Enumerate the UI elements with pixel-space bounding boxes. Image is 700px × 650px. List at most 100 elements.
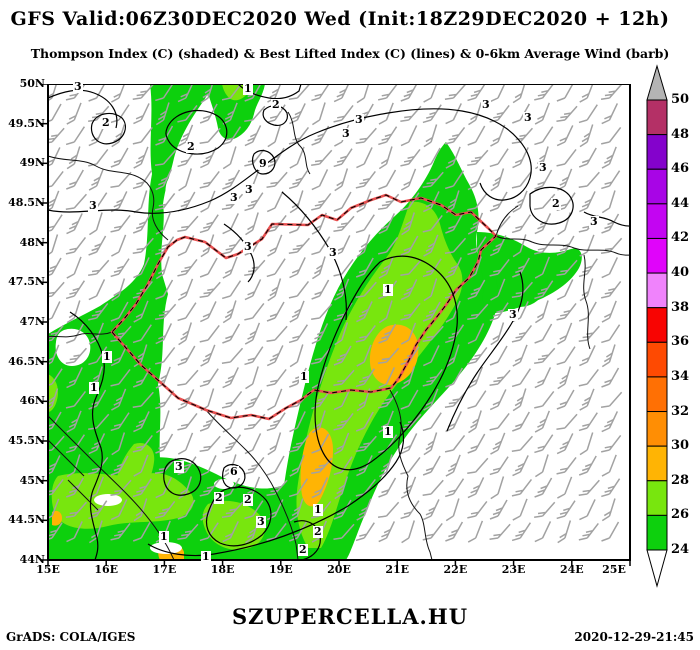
- wind-barb: [355, 522, 375, 542]
- wind-barb: [154, 192, 176, 211]
- wind-barb: [66, 367, 83, 389]
- wind-barb: [244, 456, 265, 475]
- wind-barb: [601, 190, 616, 214]
- contour-value-label: 3: [523, 111, 533, 124]
- wind-barb: [110, 499, 128, 521]
- wind-barb: [244, 433, 262, 455]
- contour-value-label: 2: [214, 491, 224, 504]
- wind-barb: [221, 390, 243, 409]
- wind-barb: [155, 366, 171, 389]
- wind-barb: [110, 301, 129, 322]
- wind-barb: [267, 278, 282, 302]
- wind-barb: [490, 322, 505, 346]
- wind-barb: [88, 413, 110, 431]
- wind-barb: [333, 345, 352, 366]
- wind-barb: [66, 454, 81, 478]
- wind-barb: [355, 127, 377, 145]
- contour-value-label: 3: [229, 191, 239, 204]
- wind-barb: [155, 433, 174, 454]
- wind-barb: [48, 324, 64, 343]
- wind-barb: [132, 170, 152, 190]
- contour-value-label: 3: [243, 240, 253, 253]
- wind-barb: [267, 388, 283, 411]
- wind-barb: [534, 501, 556, 519]
- contour-value-label: 1: [159, 530, 169, 543]
- wind-barb: [333, 104, 354, 123]
- wind-barb: [111, 432, 126, 456]
- wind-barb: [534, 193, 556, 211]
- wind-barb: [244, 346, 264, 366]
- wind-barb: [422, 455, 441, 476]
- wind-barb: [557, 322, 573, 345]
- wind-barb: [222, 256, 238, 279]
- wind-barb: [65, 434, 86, 454]
- wind-barb: [444, 324, 465, 344]
- wind-barb: [445, 344, 460, 368]
- wind-barb: [401, 212, 415, 236]
- wind-barb: [556, 148, 577, 167]
- wind-barb: [556, 125, 574, 147]
- wind-barb: [311, 256, 326, 280]
- wind-barb: [578, 412, 598, 432]
- wind-barb: [132, 434, 153, 453]
- wind-barb: [154, 303, 177, 321]
- wind-barb: [311, 303, 333, 321]
- wind-barb: [578, 522, 599, 541]
- wind-barb: [467, 323, 485, 345]
- wind-barb: [311, 102, 326, 126]
- wind-barb: [511, 368, 532, 388]
- wind-barb: [422, 479, 444, 497]
- contour-value-label: 2: [298, 543, 308, 556]
- wind-barb: [266, 147, 285, 168]
- wind-barb: [132, 521, 151, 542]
- wind-barb: [266, 455, 285, 476]
- lon-label: 20E: [327, 563, 351, 576]
- wind-barb: [556, 346, 576, 366]
- wind-barb: [400, 322, 417, 345]
- wind-barb: [601, 454, 617, 477]
- wind-barb: [133, 344, 148, 368]
- wind-barb: [557, 520, 572, 544]
- wind-barb: [266, 214, 287, 233]
- wind-barb: [66, 169, 84, 190]
- wind-barb: [177, 215, 199, 233]
- colorbar-bottom-arrow: [646, 549, 668, 588]
- wind-barb: [490, 432, 506, 455]
- wind-barb: [423, 234, 439, 257]
- wind-barb: [267, 432, 282, 456]
- wind-barb: [444, 237, 467, 255]
- wind-barb: [132, 391, 154, 409]
- wind-barb: [155, 410, 170, 434]
- wind-barb: [467, 279, 486, 300]
- wind-barb: [377, 236, 399, 255]
- wind-barb: [66, 102, 82, 125]
- wind-barb: [200, 344, 216, 367]
- wind-barb: [66, 323, 84, 344]
- wind-barb: [222, 102, 238, 125]
- wind-barb: [48, 411, 62, 431]
- colorbar-segment: [646, 272, 668, 309]
- wind-barb: [423, 499, 440, 521]
- wind-barb: [48, 170, 64, 189]
- grads-credit: GrADS: COLA/IGES: [6, 630, 136, 644]
- wind-barb: [289, 411, 306, 433]
- wind-barb: [88, 500, 108, 520]
- colorbar-tick-label: 48: [671, 126, 690, 142]
- wind-barb: [423, 345, 440, 367]
- wind-barb: [132, 126, 153, 145]
- wind-barb: [289, 454, 305, 477]
- colorbar-segment: [646, 376, 668, 413]
- wind-barb: [444, 391, 467, 409]
- wind-barb: [65, 236, 87, 255]
- wind-barb: [245, 366, 259, 390]
- colorbar-tick-label: 32: [671, 403, 690, 419]
- wind-barb: [155, 477, 173, 499]
- wind-barb: [423, 191, 440, 213]
- wind-barb: [400, 476, 417, 499]
- lat-label: 49.5N: [8, 116, 45, 130]
- wind-barb: [177, 84, 195, 103]
- lat-label: 48.5N: [8, 196, 45, 209]
- colorbar-tick-label: 30: [671, 438, 690, 454]
- wind-barb: [288, 170, 309, 190]
- wind-barb: [467, 520, 484, 543]
